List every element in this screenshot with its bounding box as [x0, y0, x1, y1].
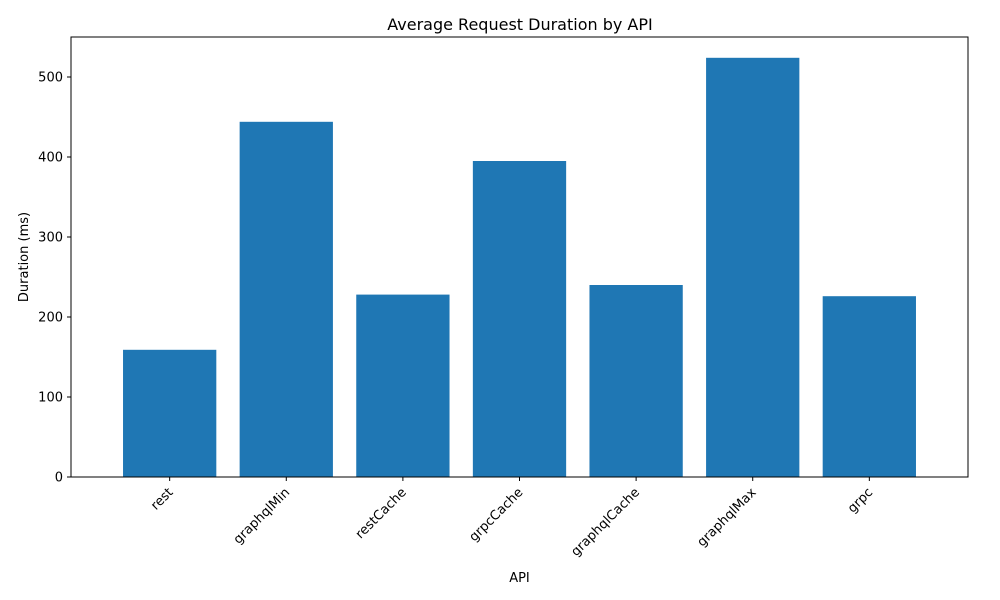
x-tick-label: graphqlCache: [568, 485, 643, 560]
y-tick-label: 0: [55, 471, 63, 486]
y-axis-label: Duration (ms): [17, 212, 32, 302]
x-axis-ticks: rest graphqlMin restCache grpcCache graphqlC…: [148, 477, 876, 560]
x-tick-label: rest: [148, 485, 176, 513]
x-tick-label: graphqlMin: [231, 485, 293, 547]
x-tick-label: grpcCache: [467, 485, 527, 545]
y-tick-label: 500: [38, 71, 63, 86]
x-tick-label: restCache: [353, 485, 410, 542]
x-axis-label: API: [509, 571, 530, 586]
bar-grpc: [822, 296, 916, 477]
bar-graphqlCache: [589, 285, 683, 477]
y-tick-label: 300: [38, 231, 63, 246]
bars-group: [123, 57, 916, 478]
y-tick-label: 100: [38, 391, 63, 406]
y-tick-label: 200: [38, 311, 63, 326]
x-tick-label: graphqlMax: [695, 485, 760, 550]
bar-graphqlMax: [706, 57, 800, 478]
x-tick-label: grpc: [845, 485, 876, 516]
bar-restCache: [356, 294, 450, 477]
y-tick-label: 400: [38, 151, 63, 166]
chart-title: Average Request Duration by API: [387, 15, 652, 34]
bar-grpcCache: [472, 161, 567, 477]
bar-graphqlMin: [239, 121, 333, 478]
bar-rest: [123, 349, 217, 477]
plot-area-frame: [70, 36, 969, 478]
y-axis-ticks: 0 100 200 300 400 500: [38, 71, 71, 486]
